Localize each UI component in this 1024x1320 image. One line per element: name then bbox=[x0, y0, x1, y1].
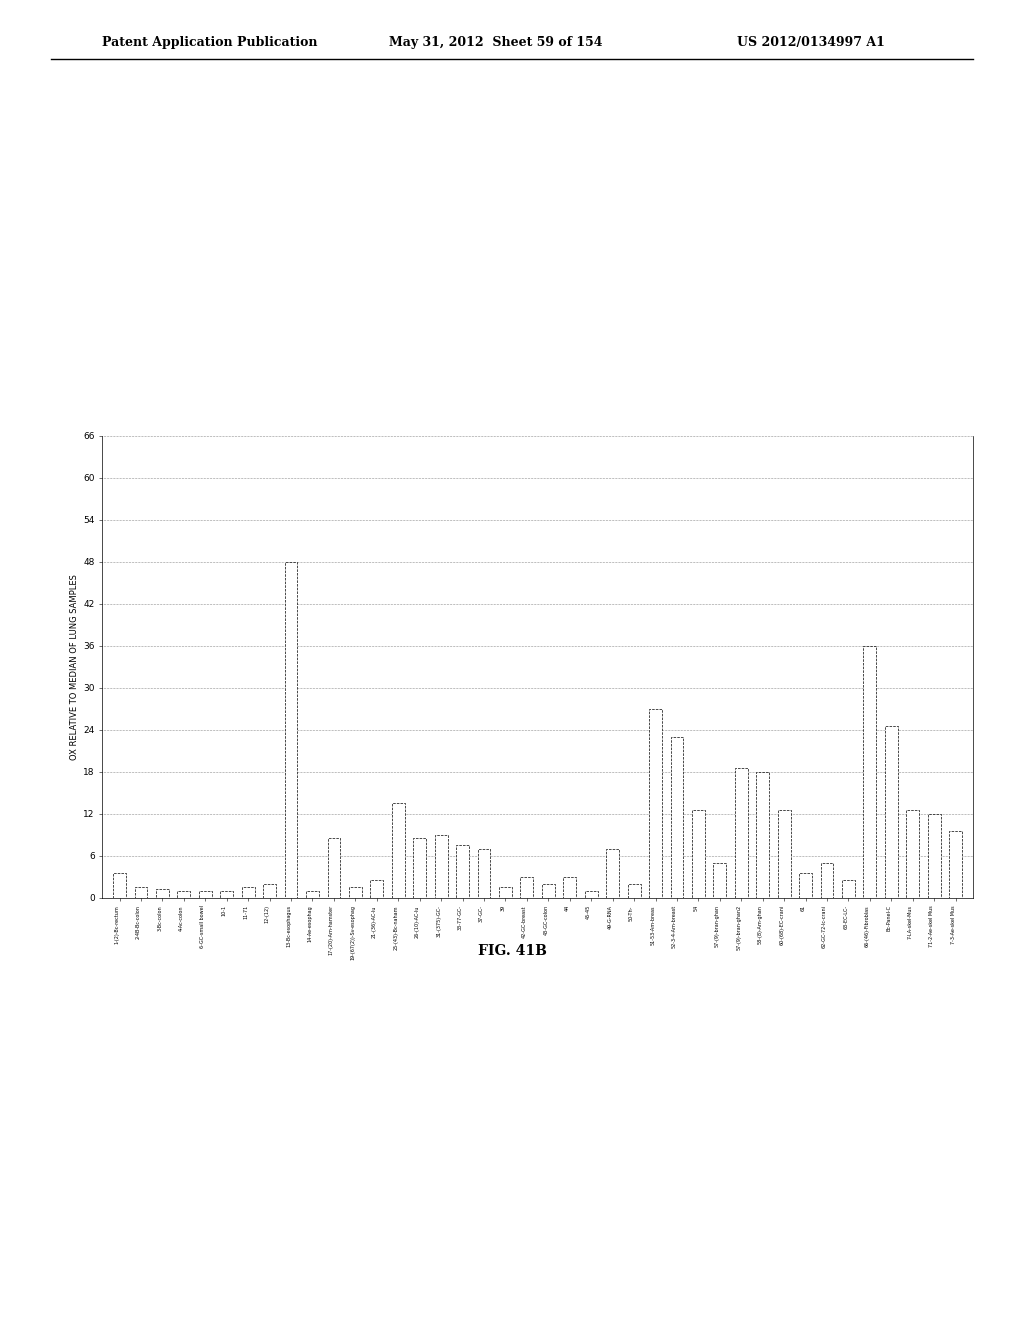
Bar bbox=[177, 891, 190, 898]
Bar bbox=[242, 887, 255, 898]
Bar bbox=[649, 709, 662, 898]
Bar bbox=[628, 883, 640, 898]
Bar bbox=[777, 810, 791, 898]
Bar bbox=[928, 813, 941, 898]
Text: US 2012/0134997 A1: US 2012/0134997 A1 bbox=[737, 36, 885, 49]
Bar bbox=[842, 880, 855, 898]
Bar bbox=[285, 561, 298, 898]
Bar bbox=[456, 845, 469, 898]
Bar bbox=[820, 862, 834, 898]
Bar bbox=[542, 883, 555, 898]
Bar bbox=[692, 810, 705, 898]
Bar bbox=[520, 876, 534, 898]
Bar bbox=[306, 891, 318, 898]
Bar bbox=[906, 810, 920, 898]
Text: May 31, 2012  Sheet 59 of 154: May 31, 2012 Sheet 59 of 154 bbox=[389, 36, 602, 49]
Text: FIG. 41B: FIG. 41B bbox=[477, 944, 547, 958]
Bar bbox=[435, 834, 447, 898]
Bar bbox=[885, 726, 898, 898]
Bar bbox=[799, 873, 812, 898]
Y-axis label: OX RELATIVE TO MEDIAN OF LUNG SAMPLES: OX RELATIVE TO MEDIAN OF LUNG SAMPLES bbox=[70, 574, 79, 759]
Bar bbox=[328, 838, 340, 898]
Bar bbox=[220, 891, 233, 898]
Bar bbox=[156, 890, 169, 898]
Bar bbox=[671, 737, 683, 898]
Bar bbox=[714, 862, 726, 898]
Bar bbox=[414, 838, 426, 898]
Bar bbox=[735, 768, 748, 898]
Bar bbox=[499, 887, 512, 898]
Bar bbox=[563, 876, 577, 898]
Bar bbox=[606, 849, 620, 898]
Bar bbox=[949, 832, 963, 898]
Bar bbox=[477, 849, 490, 898]
Bar bbox=[371, 880, 383, 898]
Bar bbox=[199, 891, 212, 898]
Bar bbox=[113, 873, 126, 898]
Bar bbox=[392, 803, 404, 898]
Bar bbox=[585, 891, 598, 898]
Bar bbox=[757, 772, 769, 898]
Bar bbox=[349, 887, 361, 898]
Bar bbox=[863, 645, 877, 898]
Text: Patent Application Publication: Patent Application Publication bbox=[102, 36, 317, 49]
Bar bbox=[134, 887, 147, 898]
Bar bbox=[263, 883, 276, 898]
